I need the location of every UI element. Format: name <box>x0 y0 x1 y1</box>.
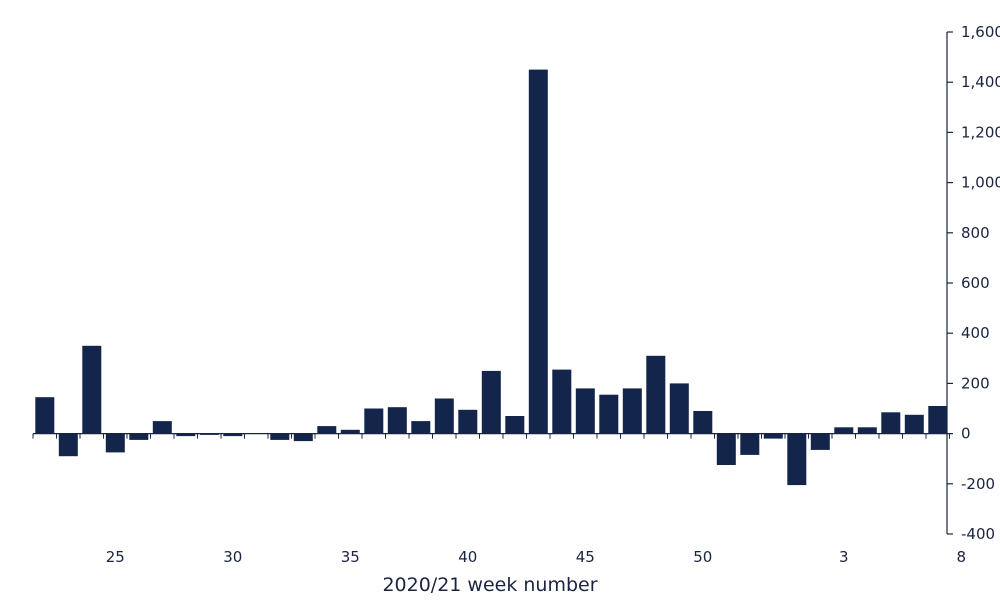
bar-week-48 <box>646 355 666 434</box>
bar-week-26 <box>129 433 149 440</box>
bar-week-33 <box>293 433 313 442</box>
bar-week-3 <box>834 427 854 434</box>
y-tick-label: 200 <box>961 374 990 392</box>
y-tick-label: 1,000 <box>961 174 1000 192</box>
bar-week-2 <box>810 433 830 450</box>
x-tick-label: 8 <box>957 548 967 566</box>
y-axis: -400 -200 0 200 400 600 800 1,000 1,200 1,400 1,60… <box>946 23 1000 543</box>
x-axis: 25 30 35 40 45 50 3 8 <box>32 433 967 566</box>
bar-week-23 <box>58 433 78 457</box>
bar-week-4 <box>857 427 877 434</box>
bar-week-44 <box>552 369 572 434</box>
y-tick-label: 600 <box>961 274 990 292</box>
bar-week-46 <box>599 394 619 434</box>
y-tick-label: 400 <box>961 324 990 342</box>
bar-week-39 <box>434 398 454 434</box>
bar-week-35 <box>340 429 360 434</box>
bar-week-27 <box>152 421 172 434</box>
y-tick-label: 1,600 <box>961 23 1000 41</box>
bar-week-51 <box>716 433 736 465</box>
bar-week-25 <box>105 433 125 453</box>
x-tick-label: 35 <box>341 548 360 566</box>
x-tick-label: 30 <box>223 548 242 566</box>
bar-week-45 <box>575 388 595 434</box>
bars-group <box>35 69 948 486</box>
y-tick-label: 1,200 <box>961 123 1000 141</box>
bar-week-52 <box>740 433 760 455</box>
bar-week-37 <box>387 407 407 434</box>
bar-week-29 <box>199 433 219 435</box>
bar-week-53 <box>763 433 783 439</box>
bar-week-32 <box>270 433 290 440</box>
x-tick-label: 3 <box>839 548 849 566</box>
bar-week-38 <box>411 421 431 434</box>
bar-week-43 <box>528 69 548 434</box>
bar-week-47 <box>622 388 642 434</box>
y-tick-label: 0 <box>961 425 971 443</box>
bar-week-1 <box>787 433 807 486</box>
x-tick-label: 40 <box>458 548 477 566</box>
bar-week-6 <box>904 414 924 434</box>
bar-week-30 <box>223 433 243 437</box>
bar-week-34 <box>317 426 337 434</box>
y-tick-label: -400 <box>961 525 995 543</box>
y-tick-label: -200 <box>961 475 995 493</box>
bar-week-50 <box>693 411 713 434</box>
x-tick-label: 45 <box>576 548 595 566</box>
bar-week-36 <box>364 408 384 434</box>
bar-week-7 <box>928 406 948 434</box>
y-tick-label: 1,400 <box>961 73 1000 91</box>
bar-week-28 <box>176 433 196 437</box>
x-tick-label: 50 <box>693 548 712 566</box>
bar-week-5 <box>881 412 901 434</box>
bar-week-41 <box>481 370 501 434</box>
x-tick-label: 25 <box>106 548 125 566</box>
bar-week-42 <box>505 416 525 434</box>
bar-week-40 <box>458 409 478 434</box>
bar-week-24 <box>82 345 102 434</box>
y-tick-label: 800 <box>961 224 990 242</box>
bar-week-22 <box>35 397 55 434</box>
x-axis-title: 2020/21 week number <box>382 574 597 596</box>
bar-week-49 <box>669 383 689 434</box>
